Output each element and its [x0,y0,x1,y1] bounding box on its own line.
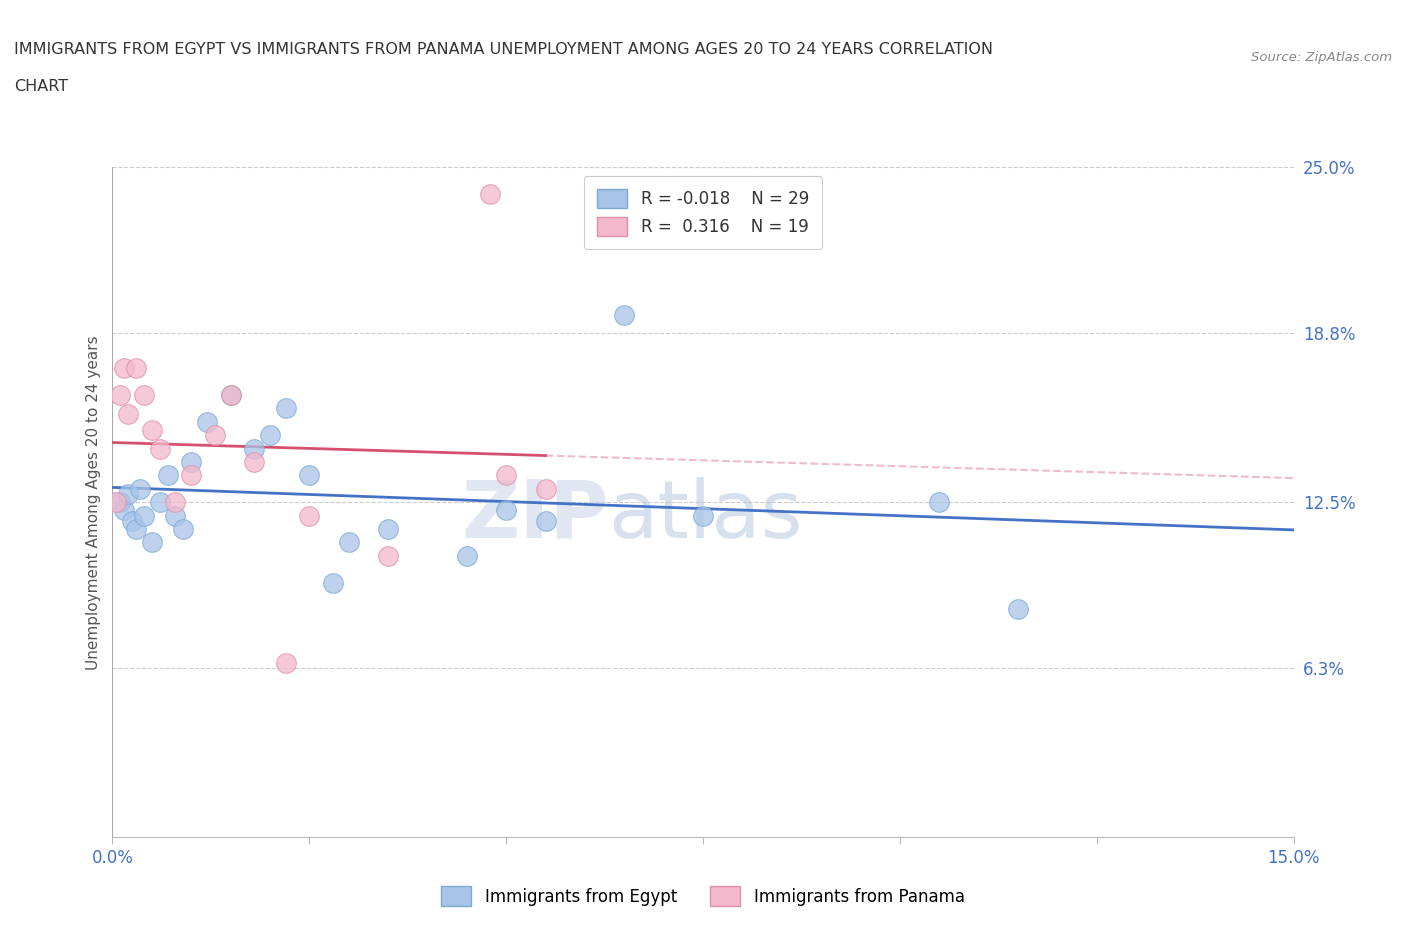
Point [322,575,344,590]
Text: ZIP: ZIP [461,476,609,554]
Point [112,361,135,376]
Point [117,406,139,421]
Point [243,441,266,456]
Point [112,503,135,518]
Point [149,495,172,510]
Legend: Immigrants from Egypt, Immigrants from Panama: Immigrants from Egypt, Immigrants from P… [434,880,972,912]
Point [377,549,399,564]
Point [132,508,155,523]
Point [274,401,297,416]
Text: atlas: atlas [609,476,803,554]
Point [195,415,218,430]
Point [495,468,517,483]
Point [125,361,148,376]
Point [165,508,187,523]
Point [928,495,950,510]
Point [180,455,202,470]
Point [132,388,155,403]
Point [243,455,266,470]
Point [219,388,242,403]
Point [129,482,152,497]
Text: CHART: CHART [14,79,67,94]
Point [495,503,517,518]
Point [298,468,321,483]
Y-axis label: Unemployment Among Ages 20 to 24 years: Unemployment Among Ages 20 to 24 years [86,335,101,670]
Point [337,535,360,550]
Point [1007,602,1029,617]
Point [456,549,478,564]
Point [165,495,187,510]
Point [149,441,172,456]
Point [692,508,714,523]
Point [479,187,502,202]
Point [172,522,194,537]
Point [141,422,163,437]
Point [121,513,143,528]
Point [259,428,281,443]
Point [110,495,132,510]
Point [110,388,132,403]
Point [613,307,636,322]
Point [377,522,399,537]
Point [298,508,321,523]
Point [534,513,557,528]
Point [180,468,202,483]
Point [125,522,148,537]
Text: Source: ZipAtlas.com: Source: ZipAtlas.com [1251,51,1392,64]
Point [156,468,179,483]
Point [141,535,163,550]
Legend: R = -0.018    N = 29, R =  0.316    N = 19: R = -0.018 N = 29, R = 0.316 N = 19 [583,176,823,249]
Point [204,428,226,443]
Point [117,486,139,501]
Point [219,388,242,403]
Text: IMMIGRANTS FROM EGYPT VS IMMIGRANTS FROM PANAMA UNEMPLOYMENT AMONG AGES 20 TO 24: IMMIGRANTS FROM EGYPT VS IMMIGRANTS FROM… [14,42,993,57]
Point [534,482,557,497]
Point [105,495,128,510]
Point [274,656,297,671]
